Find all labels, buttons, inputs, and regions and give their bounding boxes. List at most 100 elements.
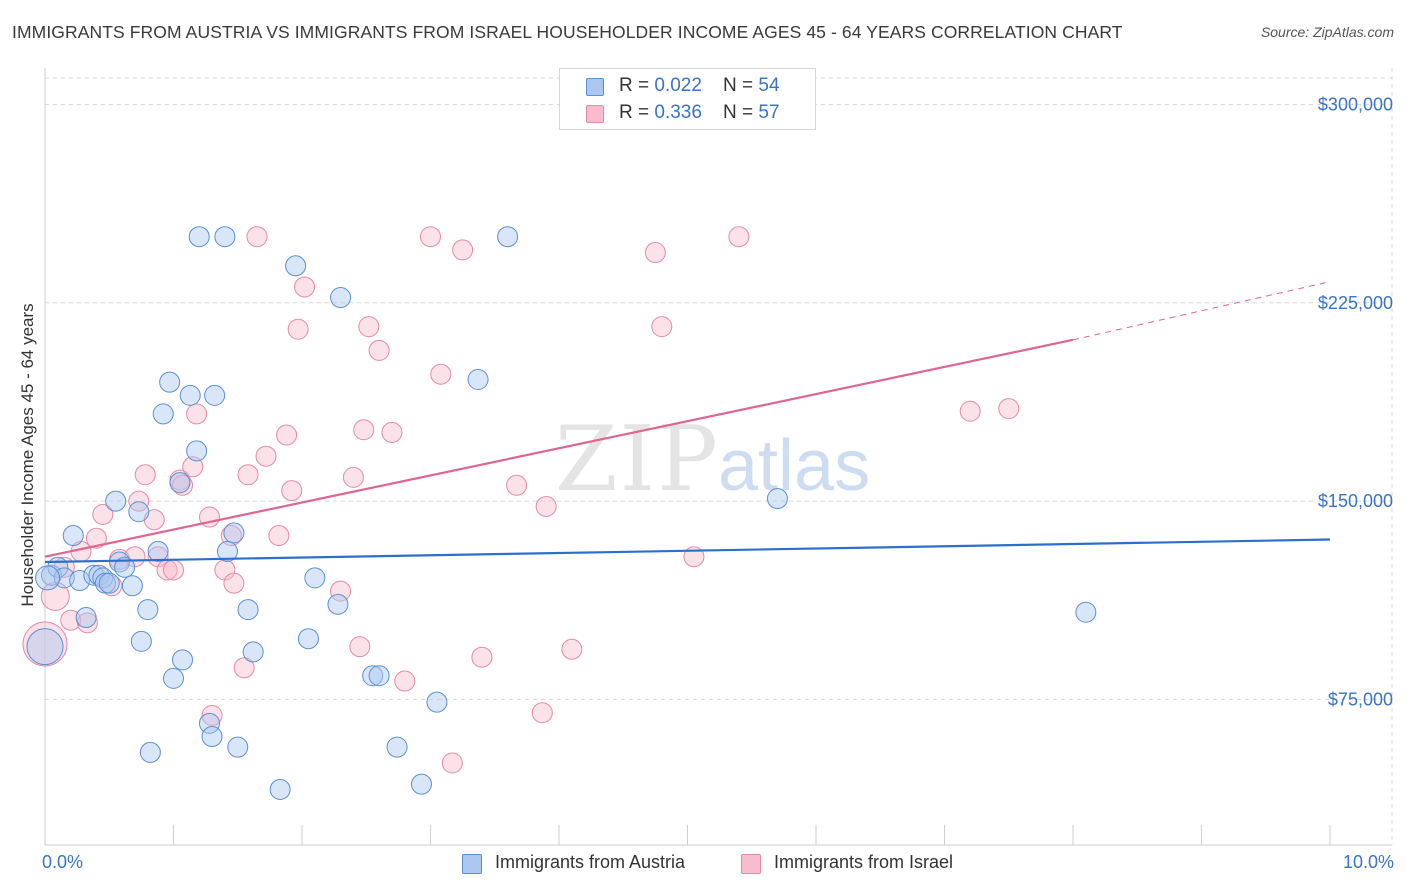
watermark-zip: ZIP xyxy=(555,407,720,512)
austria-point xyxy=(327,593,349,615)
legend-n-label: N = xyxy=(723,75,759,96)
austria-point xyxy=(285,255,307,277)
axes xyxy=(44,68,1392,846)
legend-box: R = 0.022 N = 54 R = 0.336 N = 57 xyxy=(559,68,816,130)
israel-point xyxy=(342,466,364,488)
austria-point xyxy=(237,599,259,621)
austria-point xyxy=(169,472,191,494)
austria-point xyxy=(467,369,489,391)
source-credit: Source: ZipAtlas.com xyxy=(1260,24,1394,40)
israel-point xyxy=(531,702,553,724)
austria-point xyxy=(227,736,249,758)
israel-point xyxy=(368,339,390,361)
israel-point xyxy=(60,609,82,631)
israel-point xyxy=(651,316,673,338)
israel-point xyxy=(85,527,107,549)
austria-point xyxy=(26,628,64,666)
austria-point xyxy=(121,575,143,597)
austria-point xyxy=(159,371,181,393)
israel-point xyxy=(506,474,528,496)
austria-point xyxy=(147,540,169,562)
y-tick-label: $150,000 xyxy=(1318,491,1393,511)
legend-r-value-israel: 0.336 xyxy=(654,102,702,123)
israel-point xyxy=(237,464,259,486)
austria-point xyxy=(368,665,390,687)
israel-point xyxy=(201,704,223,726)
israel-point xyxy=(394,670,416,692)
austria-point xyxy=(35,565,61,591)
israel-point xyxy=(420,226,441,248)
israel-point xyxy=(186,403,208,425)
grid-lines xyxy=(45,68,1393,845)
bottom-legend-label-israel: Immigrants from Israel xyxy=(774,852,954,872)
y-tick-label: $300,000 xyxy=(1318,94,1393,114)
austria-point xyxy=(1075,601,1097,623)
israel-point xyxy=(281,480,303,502)
austria-point xyxy=(53,567,75,589)
israel-point xyxy=(182,456,204,478)
israel-point xyxy=(441,752,463,774)
austria-point xyxy=(137,599,159,621)
israel-point xyxy=(381,421,403,443)
austria-point xyxy=(69,570,91,592)
israel-point xyxy=(134,464,156,486)
austria-point xyxy=(114,556,136,578)
austria-point xyxy=(411,773,433,795)
legend-r-label: R = xyxy=(619,102,655,123)
israel-point xyxy=(349,636,371,658)
bottom-legend-swatch-austria xyxy=(462,854,482,874)
israel-point xyxy=(268,525,290,547)
austria-point xyxy=(330,287,352,309)
watermark: ZIP atlas xyxy=(555,407,870,512)
israel-point xyxy=(644,242,666,264)
israel-point xyxy=(353,419,375,441)
israel-point xyxy=(998,398,1020,420)
y-tick-label: $225,000 xyxy=(1318,293,1393,313)
israel-point xyxy=(471,646,493,668)
austria-trend-line xyxy=(44,538,1331,564)
bottom-legend: Immigrants from Austria Immigrants from … xyxy=(0,852,1406,876)
israel-point xyxy=(330,580,352,602)
austria-point xyxy=(128,501,150,523)
israel-point xyxy=(287,318,309,340)
legend-n-label: N = xyxy=(723,102,759,123)
austria-point xyxy=(426,691,448,713)
austria-point xyxy=(269,778,291,800)
austria-point xyxy=(130,630,152,652)
legend-r-label: R = xyxy=(619,75,655,96)
legend-n-value-israel: 57 xyxy=(758,102,780,123)
austria-point xyxy=(766,488,788,510)
israel-point xyxy=(171,474,193,496)
austria-point xyxy=(62,525,84,547)
israel-trend-extension xyxy=(1072,281,1331,341)
israel-point xyxy=(728,226,750,248)
bottom-legend-swatch-israel xyxy=(741,854,761,874)
israel-points xyxy=(22,226,1020,774)
israel-point xyxy=(452,239,474,261)
israel-point xyxy=(246,226,268,248)
y-tick-label: $75,000 xyxy=(1328,690,1393,710)
israel-point xyxy=(276,424,298,446)
austria-point xyxy=(223,522,245,544)
israel-point xyxy=(959,400,981,422)
x-axis-min-label: 0.0% xyxy=(42,852,84,872)
legend-r-value-austria: 0.022 xyxy=(654,75,702,96)
israel-point xyxy=(163,559,184,581)
chart-title: IMMIGRANTS FROM AUSTRIA VS IMMIGRANTS FR… xyxy=(12,22,1123,42)
austria-point xyxy=(152,403,174,425)
legend-n-value-austria: 54 xyxy=(758,75,780,96)
austria-points xyxy=(26,226,1097,800)
legend-swatch-austria xyxy=(586,78,604,96)
israel-point xyxy=(223,572,245,594)
israel-point xyxy=(561,638,583,660)
austria-point xyxy=(214,226,236,248)
austria-point xyxy=(201,726,223,748)
israel-trend-line xyxy=(44,338,1074,558)
israel-point xyxy=(255,445,277,467)
austria-point xyxy=(98,572,120,594)
austria-point xyxy=(216,540,238,562)
austria-point xyxy=(186,440,208,462)
watermark-atlas: atlas xyxy=(718,426,870,506)
austria-point xyxy=(198,712,220,734)
austria-point xyxy=(297,628,319,650)
